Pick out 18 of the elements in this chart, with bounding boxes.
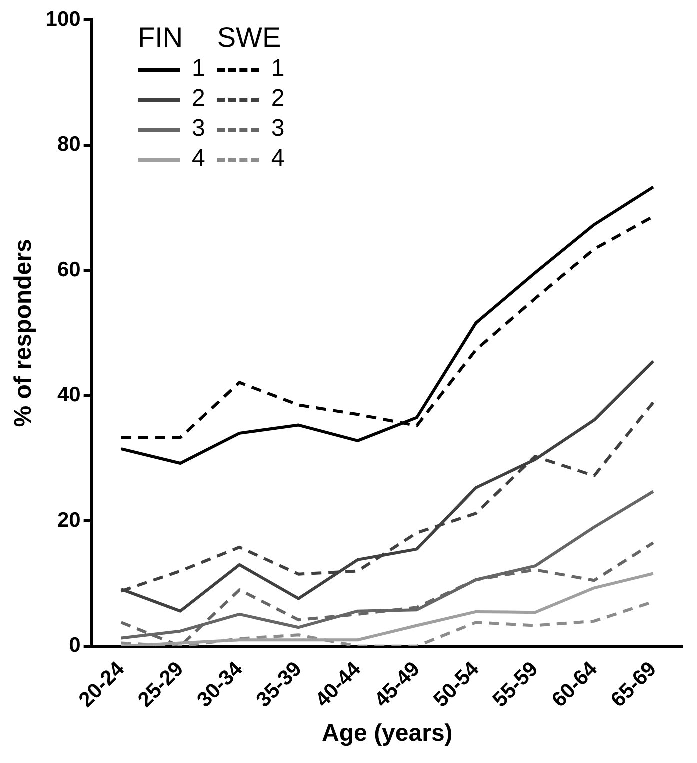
legend-label: 2: [191, 84, 206, 114]
annotation: FIN: [137, 22, 184, 54]
legend-label: 4: [270, 144, 286, 174]
y-tick-label: 80: [57, 133, 81, 156]
y-axis-title: % of responders: [10, 239, 38, 428]
x-axis-title: Age (years): [322, 720, 453, 748]
y-tick-label: 40: [57, 384, 81, 407]
legend-label: 1: [191, 54, 206, 84]
y-tick-label: 100: [46, 8, 81, 31]
legend-label: 3: [191, 114, 206, 144]
legend-label: 1: [270, 54, 286, 84]
legend-label: 3: [270, 114, 286, 144]
annotation: SWE: [216, 22, 282, 54]
legend-label: 2: [270, 84, 286, 114]
y-tick-label: 60: [57, 258, 81, 282]
y-tick-label: 20: [57, 508, 81, 532]
y-tick-label: 0: [69, 634, 81, 658]
legend-label: 4: [191, 144, 206, 174]
